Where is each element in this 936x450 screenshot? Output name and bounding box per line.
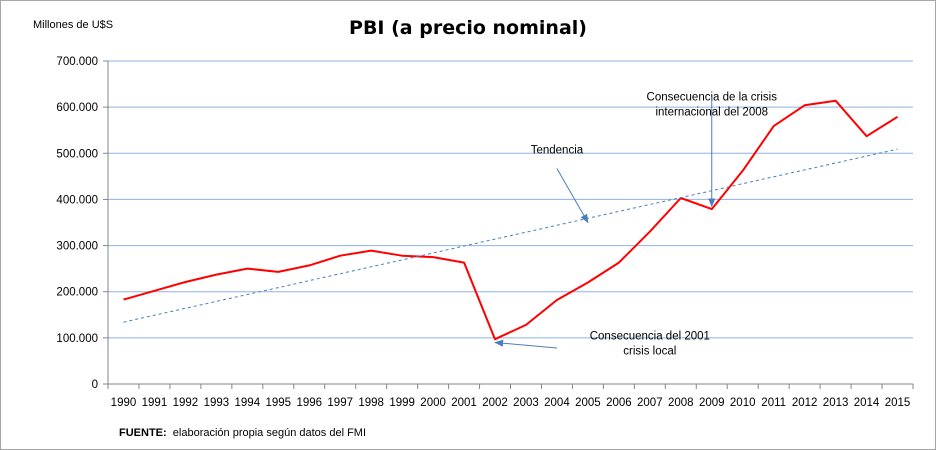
x-tick-label: 1994	[235, 397, 261, 409]
source-note: FUENTE: elaboración propia según datos d…	[119, 427, 366, 439]
x-tick-label: 2011	[761, 397, 786, 409]
y-tick-label: 700.000	[56, 56, 98, 68]
y-tick-label: 300.000	[56, 241, 98, 253]
y-tick-label: 200.000	[56, 287, 98, 299]
x-tick-label: 1996	[296, 397, 322, 409]
x-tick-label: 2014	[854, 397, 880, 409]
x-tick-label: 1990	[111, 397, 137, 409]
chart-title: PBI (a precio nominal)	[349, 17, 587, 39]
y-tick-label: 400.000	[56, 194, 98, 206]
axes: 0 100.000 200.000 300.000 400.000 500.000 600.…	[56, 56, 914, 409]
gridlines	[108, 60, 913, 339]
x-tick-label: 2012	[792, 397, 818, 409]
y-tick-label: 100.000	[56, 333, 98, 345]
y-tick-label: 600.000	[56, 102, 98, 114]
x-tick-label: 2007	[637, 397, 663, 409]
annotation-text: Tendencia	[531, 144, 584, 156]
x-tick-label: 1993	[204, 397, 230, 409]
series-layer	[123, 99, 899, 341]
x-tick-label: 1997	[327, 397, 353, 409]
x-tick-label: 1992	[173, 397, 199, 409]
x-tick-label: 2004	[544, 397, 570, 409]
x-tick-label: 2000	[420, 397, 446, 409]
y-axis-label: Millones de U$S	[33, 19, 113, 31]
gdp-line	[123, 99, 899, 341]
y-tick-label: 0	[92, 379, 98, 391]
x-tick-label: 2006	[606, 397, 632, 409]
x-tick-label: 2015	[885, 397, 911, 409]
x-tick-label: 2001	[451, 397, 477, 409]
x-tick-label: 2009	[699, 397, 725, 409]
annotation-arrow	[494, 339, 557, 349]
x-tick-label: 2003	[513, 397, 539, 409]
source-note-text: elaboración propia según datos del FMI	[167, 427, 366, 439]
x-tick-label: 2005	[575, 397, 601, 409]
source-note-label: FUENTE:	[119, 427, 167, 439]
x-tick-label: 1998	[358, 397, 384, 409]
y-tick-label: 500.000	[56, 148, 98, 160]
annotation-text: crisis local	[623, 346, 676, 358]
x-tick-label: 1991	[142, 397, 168, 409]
x-tick-label: 1995	[265, 397, 291, 409]
trend-line	[123, 148, 898, 323]
x-tick-label: 2002	[482, 397, 508, 409]
x-tick-label: 2013	[823, 397, 849, 409]
x-tick-label: 1999	[389, 397, 415, 409]
annotation-arrow	[556, 168, 589, 224]
annotation-text: Consecuencia del 2001	[590, 331, 710, 343]
x-tick-label: 2008	[668, 397, 694, 409]
x-tick-label: 2010	[730, 397, 756, 409]
